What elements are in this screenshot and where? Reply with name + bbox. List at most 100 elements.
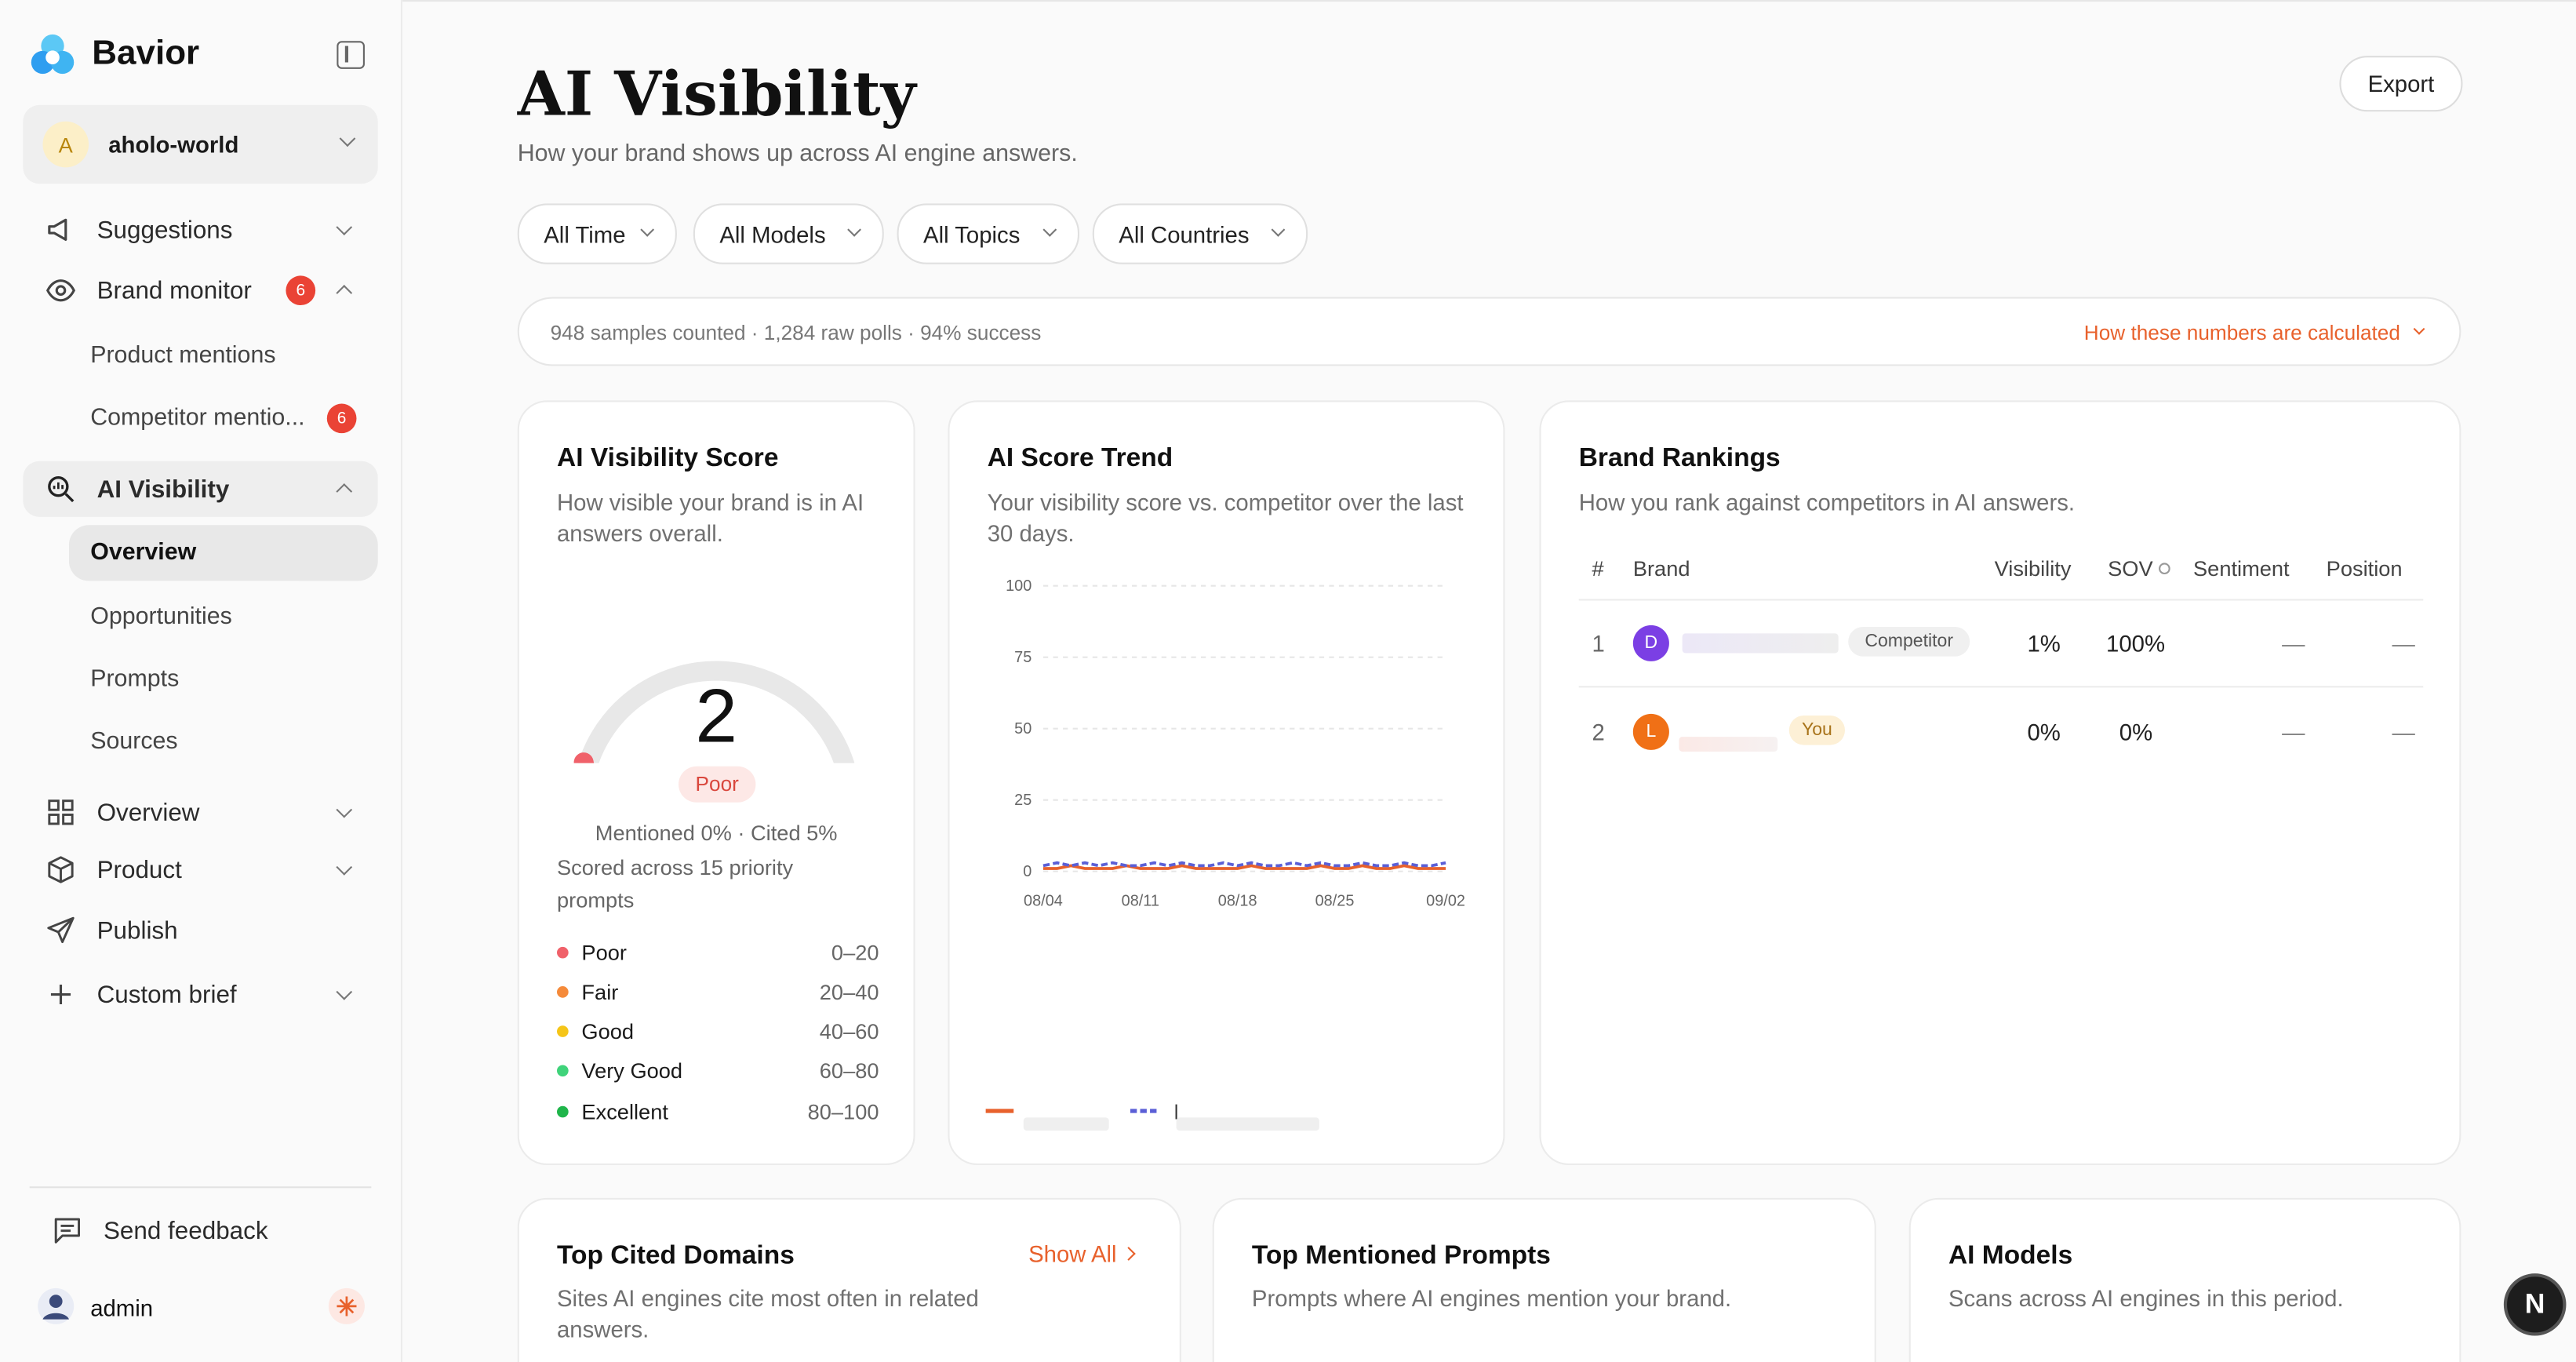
box-icon <box>46 855 76 885</box>
logo[interactable]: Bavior <box>30 30 199 79</box>
legend-dot <box>557 1105 569 1117</box>
sidebar-item-custom-brief[interactable]: Custom brief <box>23 967 377 1022</box>
subitem-label: Opportunities <box>90 603 232 631</box>
legend-label: Good <box>581 1019 635 1044</box>
sidebar-item-ai-visibility[interactable]: AI Visibility <box>23 461 378 517</box>
message-icon <box>53 1216 82 1246</box>
x-tick-label: 09/02 <box>1426 893 1465 910</box>
sidebar-item-label: Product <box>96 855 182 884</box>
legend-label: Poor <box>581 939 627 964</box>
legend-label-redacted <box>1176 1117 1319 1131</box>
sidebar-item-label: Suggestions <box>96 216 233 244</box>
filter-label: All Time <box>544 220 626 247</box>
chevron-down-icon <box>1042 222 1057 237</box>
stats-summary: 948 samples counted · 1,284 raw polls · … <box>550 321 1042 345</box>
legend-range: 60–80 <box>819 1058 879 1084</box>
scored-note: Scored across 15 priority prompts <box>557 854 794 912</box>
sidebar-item-suggestions[interactable]: Suggestions <box>23 202 377 257</box>
you-tag: You <box>1788 715 1846 745</box>
calculation-link[interactable]: How these numbers are calculated <box>2083 321 2400 345</box>
col-header-visibility[interactable]: Visibility <box>1994 556 2072 581</box>
col-header-position[interactable]: Position <box>2326 556 2403 581</box>
y-tick-label: 0 <box>1023 863 1031 880</box>
info-icon[interactable] <box>2159 563 2170 575</box>
sov-cell: 100% <box>2106 630 2166 657</box>
rank-cell: 1 <box>1592 630 1605 657</box>
series-line <box>1042 864 1446 870</box>
subitem-label: Product mentions <box>90 343 276 370</box>
sov-cell: 0% <box>2119 719 2153 745</box>
grid-icon <box>46 798 76 828</box>
assistant-fab-button[interactable]: N <box>2503 1273 2567 1336</box>
export-button[interactable]: Export <box>2339 56 2463 112</box>
sidebar-subitem-prompts[interactable]: Prompts <box>69 651 378 707</box>
card-title: Brand Rankings <box>1578 444 1781 473</box>
filter-time[interactable]: All Time <box>517 203 677 264</box>
sparkle-icon[interactable] <box>328 1287 365 1324</box>
sidebar-subitem-opportunities[interactable]: Opportunities <box>69 589 378 645</box>
megaphone-icon <box>46 215 76 245</box>
sidebar-item-label: Custom brief <box>96 980 237 1009</box>
card-title: Top Mentioned Prompts <box>1251 1242 1551 1270</box>
col-header-sentiment[interactable]: Sentiment <box>2193 556 2290 581</box>
legend-dot <box>557 985 569 998</box>
sidebar-subitem-product-mentions[interactable]: Product mentions <box>69 328 378 384</box>
legend-dot <box>557 945 569 958</box>
legend-range: 20–40 <box>819 979 879 1004</box>
sidebar-divider <box>29 1186 372 1189</box>
filter-models[interactable]: All Models <box>693 203 884 264</box>
legend-item: Very Good 60–80 <box>557 1057 879 1087</box>
sidebar-item-overview[interactable]: Overview <box>23 785 377 840</box>
plus-icon <box>46 980 76 1010</box>
sidebar-subitem-competitor-mentions[interactable]: Competitor mentio... 6 <box>69 391 378 446</box>
main-content: AI Visibility How your brand shows up ac… <box>402 0 2576 1362</box>
app-name: Bavior <box>92 34 200 73</box>
card-description: How you rank against competitors in AI a… <box>1578 489 2076 515</box>
sidebar-item-brand-monitor[interactable]: Brand monitor 6 <box>23 263 377 319</box>
chevron-down-icon <box>1271 222 1286 237</box>
card-title: AI Score Trend <box>987 444 1173 473</box>
card-title: AI Visibility Score <box>557 444 779 473</box>
send-feedback-button[interactable]: Send feedback <box>30 1203 384 1258</box>
chevron-down-icon <box>2413 322 2425 335</box>
mention-stats: Mentioned 0% · Cited 5% <box>595 820 838 846</box>
legend-range: 0–20 <box>831 939 879 964</box>
score-gauge <box>573 661 855 763</box>
visibility-cell: 1% <box>2027 630 2061 657</box>
trend-chart: 0 25 50 75 100 08/04 08/11 08/18 08/25 09/02 <box>1006 577 1465 910</box>
eye-icon <box>45 275 76 305</box>
sidebar-item-label: Brand monitor <box>96 276 252 304</box>
competitor-tag: Competitor <box>1848 626 1970 657</box>
sidebar-subitem-overview[interactable]: Overview <box>68 525 378 581</box>
card-description: Scans across AI engines in this period. <box>1948 1284 2344 1312</box>
chevron-down-icon <box>339 130 356 147</box>
sidebar-subitem-sources[interactable]: Sources <box>69 714 378 770</box>
chevron-down-icon <box>640 222 655 237</box>
chevron-down-icon <box>336 984 353 1000</box>
card-description: Sites AI engines cite most often in rela… <box>557 1284 979 1342</box>
legend-item: Fair 20–40 <box>557 977 879 1007</box>
workspace-switcher[interactable]: A aholo-world <box>23 104 378 184</box>
sidebar-item-label: AI Visibility <box>96 475 230 504</box>
filter-label: All Topics <box>923 220 1021 247</box>
sidebar-collapse-icon[interactable] <box>337 41 365 69</box>
y-tick-label: 100 <box>1006 577 1031 595</box>
legend-dot <box>557 1065 569 1077</box>
chevron-up-icon <box>336 284 353 301</box>
show-all-link[interactable]: Show All <box>1028 1240 1117 1267</box>
sidebar-item-label: Publish <box>96 916 178 945</box>
ai-models-card: AI Models Scans across AI engines in thi… <box>1908 1197 2461 1362</box>
x-tick-label: 08/18 <box>1218 893 1257 910</box>
sidebar-item-publish[interactable]: Publish <box>23 902 377 958</box>
legend-range: 40–60 <box>819 1019 879 1044</box>
sentiment-cell: — <box>2282 630 2305 657</box>
notification-badge: 6 <box>286 275 316 306</box>
user-avatar[interactable] <box>36 1287 75 1326</box>
filter-countries[interactable]: All Countries <box>1092 203 1308 264</box>
card-title: Top Cited Domains <box>557 1242 795 1270</box>
sidebar-item-product[interactable]: Product <box>23 842 377 898</box>
send-icon <box>46 916 76 945</box>
col-header-sov[interactable]: SOV <box>2108 556 2153 581</box>
filter-topics[interactable]: All Topics <box>897 203 1080 264</box>
gauge-track <box>578 661 855 763</box>
